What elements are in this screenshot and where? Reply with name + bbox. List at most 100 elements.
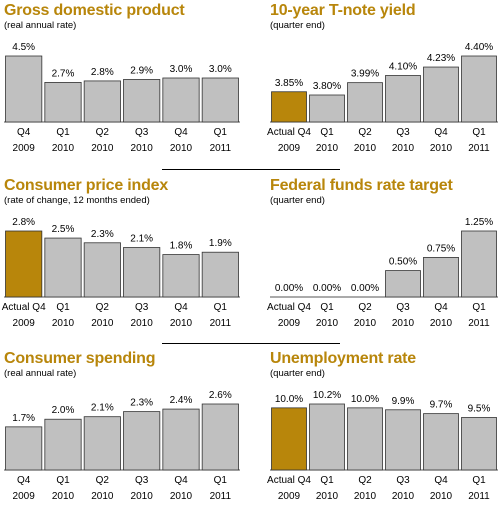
bar bbox=[44, 237, 82, 298]
fed-funds-bar-chart: 0.00%Actual Q420090.00%Q120100.00%Q22010… bbox=[267, 217, 498, 329]
data-label: 10.0% bbox=[275, 394, 303, 405]
bar bbox=[461, 230, 497, 298]
data-label: 2.4% bbox=[170, 395, 193, 406]
tick-label-year: 2010 bbox=[430, 318, 453, 329]
data-label: 2.6% bbox=[209, 390, 232, 401]
tick-label-quarter: Q3 bbox=[135, 127, 149, 138]
tick-label-year: 2010 bbox=[91, 143, 114, 154]
data-label: 2.8% bbox=[91, 67, 114, 78]
tick-label-quarter: Q1 bbox=[56, 302, 70, 313]
tick-label-quarter: Q1 bbox=[320, 302, 334, 313]
bar bbox=[385, 270, 421, 298]
panel-title: Consumer spending bbox=[4, 350, 156, 367]
tick-label-quarter: Q4 bbox=[174, 127, 188, 138]
tick-label-year: 2011 bbox=[210, 143, 232, 154]
bar bbox=[423, 66, 459, 123]
tick-label-quarter: Q4 bbox=[17, 475, 31, 486]
consumer-spending-bar-chart: 1.7% Q4 2009 2.0% Q1 2010 2.1% Q2 2010 2.3% Q3 2010… bbox=[4, 390, 240, 502]
tick-label-year: 2011 bbox=[210, 318, 232, 329]
cpi-bar-chart: 2.8% Actual Q4 2009 2.5% Q1 2010 2.3% Q2 2010 2.1… bbox=[2, 217, 240, 329]
tick-label-year: 2010 bbox=[91, 491, 114, 502]
panel-subtitle: (quarter end) bbox=[270, 20, 325, 31]
panel-title: Federal funds rate target bbox=[270, 177, 453, 194]
tick-label-year: 2010 bbox=[170, 491, 193, 502]
tick-label-quarter: Q4 bbox=[174, 475, 188, 486]
panel-subtitle: (real annual rate) bbox=[4, 20, 77, 31]
data-label: 0.75% bbox=[427, 243, 455, 254]
bar bbox=[309, 94, 345, 123]
data-label: 2.3% bbox=[91, 229, 114, 240]
tick-label-year: 2010 bbox=[316, 318, 339, 329]
tick-label-quarter: Actual Q4 bbox=[2, 302, 46, 313]
panel-subtitle: (real annual rate) bbox=[4, 368, 77, 379]
panel-fed-funds: Federal funds rate target (quarter end) … bbox=[267, 177, 500, 337]
tick-label-quarter: Actual Q4 bbox=[267, 127, 311, 138]
tick-label-quarter: Q3 bbox=[396, 475, 410, 486]
tick-label-year: 2010 bbox=[316, 143, 339, 154]
bar bbox=[5, 55, 43, 123]
tick-label-year: 2010 bbox=[131, 318, 154, 329]
tick-label-year: 2010 bbox=[52, 491, 75, 502]
panel-t-note: 10-year T-note yield (quarter end) 3.85%… bbox=[267, 2, 500, 162]
tick-label-year: 2010 bbox=[316, 491, 339, 502]
bar bbox=[44, 418, 82, 471]
highlight-bar bbox=[271, 91, 307, 123]
panel-title: Unemployment rate bbox=[270, 350, 416, 367]
tick-label-year: 2010 bbox=[52, 143, 75, 154]
tick-label-quarter: Q3 bbox=[396, 302, 410, 313]
tick-label-quarter: Q2 bbox=[96, 127, 110, 138]
gdp-bar-chart: 4.5% Q4 2009 2.7% Q1 2010 2.8% Q2 2010 2.9% Q3 2010… bbox=[4, 42, 240, 154]
data-label: 2.1% bbox=[91, 403, 114, 414]
panel-subtitle: (rate of change, 12 months ended) bbox=[4, 195, 150, 206]
tick-label-year: 2010 bbox=[170, 143, 193, 154]
data-label: 2.8% bbox=[12, 217, 35, 228]
tick-label-quarter: Actual Q4 bbox=[267, 302, 311, 313]
data-label: 2.0% bbox=[52, 405, 75, 416]
panel-unemployment: Unemployment rate (quarter end) 10.0% Act… bbox=[267, 350, 500, 510]
tick-label-year: 2010 bbox=[91, 318, 114, 329]
data-label: 4.10% bbox=[389, 62, 417, 73]
panel-gdp: Gross domestic product (real annual rate… bbox=[4, 2, 248, 162]
tick-label-quarter: Q1 bbox=[214, 475, 228, 486]
tick-label-year: 2010 bbox=[131, 491, 154, 502]
data-label: 10.2% bbox=[313, 390, 341, 401]
tick-label-quarter: Q1 bbox=[214, 127, 228, 138]
divider-line bbox=[162, 343, 340, 344]
tick-label-quarter: Q3 bbox=[135, 302, 149, 313]
tick-label-quarter: Q2 bbox=[358, 127, 372, 138]
data-label: 9.7% bbox=[430, 400, 453, 411]
tick-label-quarter: Q1 bbox=[472, 127, 486, 138]
highlight-bar bbox=[5, 230, 43, 298]
data-label: 3.85% bbox=[275, 78, 303, 89]
tick-label-quarter: Q1 bbox=[56, 475, 70, 486]
tick-label-year: 2010 bbox=[354, 318, 377, 329]
tick-label-year: 2009 bbox=[278, 491, 301, 502]
data-label: 1.8% bbox=[170, 241, 193, 252]
tick-label-year: 2011 bbox=[210, 491, 232, 502]
data-label: 3.99% bbox=[351, 69, 379, 80]
bar bbox=[461, 417, 497, 471]
bar bbox=[461, 55, 497, 123]
bar bbox=[123, 79, 161, 123]
data-label: 2.9% bbox=[130, 65, 153, 76]
data-label: 1.25% bbox=[465, 217, 493, 228]
data-label: 3.80% bbox=[313, 81, 341, 92]
bar bbox=[162, 408, 200, 471]
bar bbox=[123, 247, 161, 298]
data-label: 9.9% bbox=[392, 396, 415, 407]
tick-label-year: 2010 bbox=[392, 491, 415, 502]
bar bbox=[309, 403, 345, 471]
tick-label-quarter: Q4 bbox=[17, 127, 31, 138]
bar bbox=[347, 407, 383, 471]
tick-label-quarter: Q2 bbox=[358, 302, 372, 313]
data-label: 2.1% bbox=[130, 234, 153, 245]
panel-title: 10-year T-note yield bbox=[270, 2, 416, 19]
bar bbox=[423, 413, 459, 471]
tick-label-year: 2011 bbox=[468, 143, 490, 154]
panel-title: Gross domestic product bbox=[4, 2, 185, 19]
highlight-bar bbox=[271, 407, 307, 471]
tick-label-quarter: Q3 bbox=[135, 475, 149, 486]
tick-label-quarter: Q1 bbox=[214, 302, 228, 313]
tick-label-year: 2009 bbox=[13, 143, 36, 154]
tick-label-quarter: Q1 bbox=[320, 475, 334, 486]
